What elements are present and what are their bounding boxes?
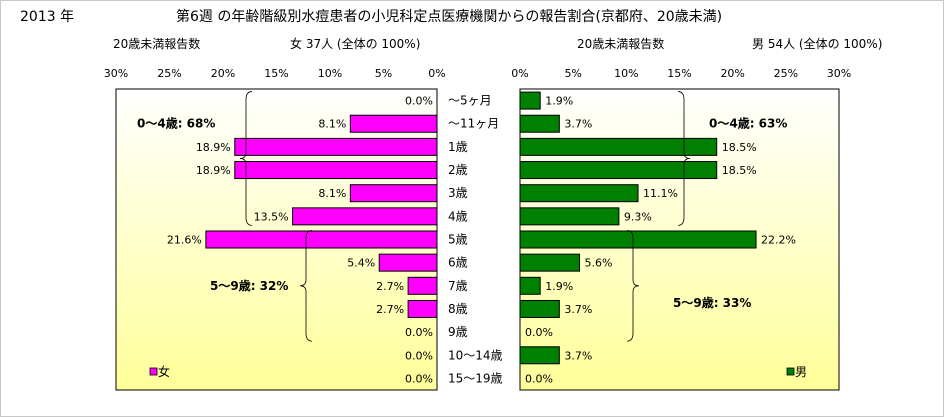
male-data-label: 11.1% [643, 187, 678, 200]
male-total: 男 54人 (全体の 100%) [752, 37, 883, 51]
male-bar [519, 253, 581, 272]
male-bar [519, 184, 639, 203]
female-data-label: 5.4% [347, 257, 375, 270]
male-data-label: 3.7% [564, 118, 592, 131]
female-data-label: 0.0% [405, 95, 433, 108]
male-0-4-brace [677, 91, 691, 226]
age-group-label: 10～14歳 [448, 348, 503, 362]
female-bar [234, 137, 438, 156]
male-axis-tick: 5% [564, 67, 581, 80]
female-bar [234, 161, 438, 180]
male-legend-swatch [786, 367, 795, 376]
female-axis-tick: 10% [318, 67, 342, 80]
age-group-label: 8歳 [448, 302, 468, 316]
age-group-label: 15～19歳 [448, 371, 503, 385]
male-data-label: 1.9% [545, 280, 573, 293]
female-axis-tick: 15% [264, 67, 288, 80]
age-group-label: 9歳 [448, 325, 468, 339]
age-group-label: 2歳 [448, 163, 468, 177]
male-axis-tick: 30% [827, 67, 851, 80]
female-axis-tick: 25% [157, 67, 181, 80]
female-bar [349, 184, 438, 203]
male-axis-tick: 15% [667, 67, 691, 80]
male-axis-tick: 20% [720, 67, 744, 80]
age-group-label: 6歳 [448, 256, 468, 270]
female-axis-tick: 20% [211, 67, 235, 80]
female-data-label: 18.9% [196, 164, 231, 177]
female-data-label: 2.7% [376, 303, 404, 316]
male-caption: 20歳未満報告数 [577, 37, 665, 51]
female-data-label: 0.0% [405, 372, 433, 385]
female-axis-tick: 30% [104, 67, 128, 80]
male-legend-label: 男 [795, 365, 807, 379]
male-data-label: 18.5% [722, 164, 757, 177]
female-bar [349, 114, 438, 133]
female-bar [378, 253, 438, 272]
male-data-label: 0.0% [525, 372, 553, 385]
male-data-label: 22.2% [761, 234, 796, 247]
female-data-label: 13.5% [254, 210, 289, 223]
female-5-9-brace [299, 230, 313, 342]
year-label: 2013 年 [20, 9, 75, 25]
male-bar [519, 137, 718, 156]
male-5-9-brace [626, 230, 640, 342]
age-group-label: ～11ヶ月 [448, 117, 499, 131]
female-caption: 20歳未満報告数 [113, 37, 201, 51]
female-data-label: 21.6% [167, 234, 202, 247]
male-bar [519, 346, 560, 365]
female-data-label: 2.7% [376, 280, 404, 293]
female-axis-tick: 0% [428, 67, 445, 80]
male-data-label: 5.6% [585, 257, 613, 270]
female-axis-tick: 5% [375, 67, 392, 80]
male-axis-tick: 25% [774, 67, 798, 80]
age-group-label: ～5ヶ月 [448, 94, 492, 108]
male-bar [519, 114, 560, 133]
male-5-9-annotation: 5～9歳: 33% [673, 295, 751, 310]
male-data-label: 18.5% [722, 141, 757, 154]
age-group-label: 1歳 [448, 140, 468, 154]
female-bar [205, 230, 438, 249]
male-data-label: 3.7% [564, 303, 592, 316]
female-data-label: 8.1% [318, 118, 346, 131]
male-bar [519, 91, 541, 110]
female-bar [407, 299, 438, 318]
male-axis-tick: 0% [511, 67, 528, 80]
male-0-4-annotation: 0～4歳: 63% [709, 116, 787, 131]
age-group-label: 5歳 [448, 233, 468, 247]
age-group-label: 4歳 [448, 209, 468, 223]
female-0-4-brace [239, 91, 253, 226]
female-legend-label: 女 [158, 364, 170, 379]
male-axis-tick: 10% [614, 67, 638, 80]
female-total: 女 37人 (全体の 100%) [290, 37, 421, 51]
female-legend-swatch [149, 367, 158, 376]
age-group-label: 7歳 [448, 279, 468, 293]
chart-title: 第6週 の年齢階級別水痘患者の小児科定点医療機関からの報告割合(京都府、20歳未… [176, 9, 723, 25]
female-data-label: 8.1% [318, 187, 346, 200]
female-bar [292, 207, 438, 226]
male-data-label: 1.9% [545, 95, 573, 108]
male-data-label: 3.7% [564, 349, 592, 362]
age-group-label: 3歳 [448, 186, 468, 200]
female-data-label: 18.9% [196, 141, 231, 154]
male-bar [519, 230, 757, 249]
male-data-label: 0.0% [525, 326, 553, 339]
male-bar [519, 299, 560, 318]
female-data-label: 0.0% [405, 326, 433, 339]
female-0-4-annotation: 0～4歳: 68% [137, 116, 215, 131]
male-bar [519, 276, 541, 295]
female-bar [407, 276, 438, 295]
female-5-9-annotation: 5～9歳: 32% [210, 278, 288, 293]
female-data-label: 0.0% [405, 349, 433, 362]
male-bar [519, 161, 718, 180]
male-data-label: 9.3% [624, 210, 652, 223]
male-bar [519, 207, 620, 226]
